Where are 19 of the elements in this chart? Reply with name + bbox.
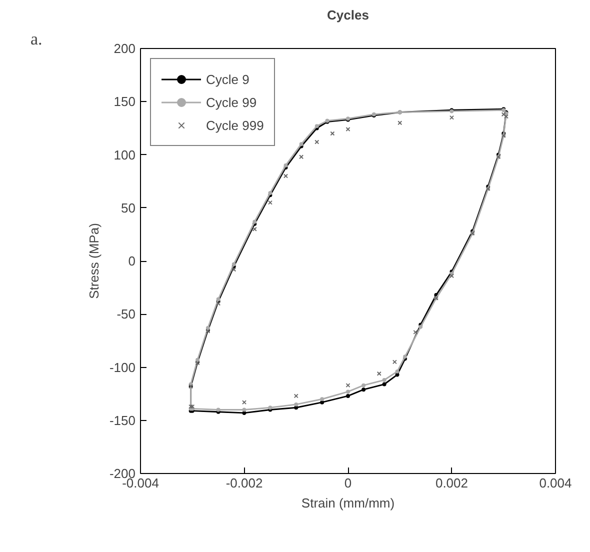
x-tick-label: 0 xyxy=(344,476,352,490)
y-tick-label: 200 xyxy=(114,41,136,56)
legend-label: Cycle 9 xyxy=(206,72,250,86)
legend-label: Cycle 99 xyxy=(206,94,257,110)
x-tick-label: -0.002 xyxy=(226,476,263,490)
chart-title: Cycles xyxy=(327,8,369,22)
text: a. xyxy=(30,30,42,48)
y-axis-title: Stress (MPa) xyxy=(86,223,102,299)
y-tick-label: -100 xyxy=(109,360,136,375)
x-axis-title: Strain (mm/mm) xyxy=(301,496,395,510)
x-tick-label: 0.004 xyxy=(539,476,572,490)
y-tick-label: -50 xyxy=(116,306,136,322)
legend-label: Cycle 999 xyxy=(206,118,264,132)
y-tick-label: 150 xyxy=(114,94,136,110)
y-tick-label: 100 xyxy=(114,147,136,162)
y-tick-label: 50 xyxy=(121,200,136,216)
y-tick-label: -150 xyxy=(109,412,136,428)
y-tick-label: 0 xyxy=(128,254,136,268)
x-tick-label: 0.002 xyxy=(435,476,468,490)
